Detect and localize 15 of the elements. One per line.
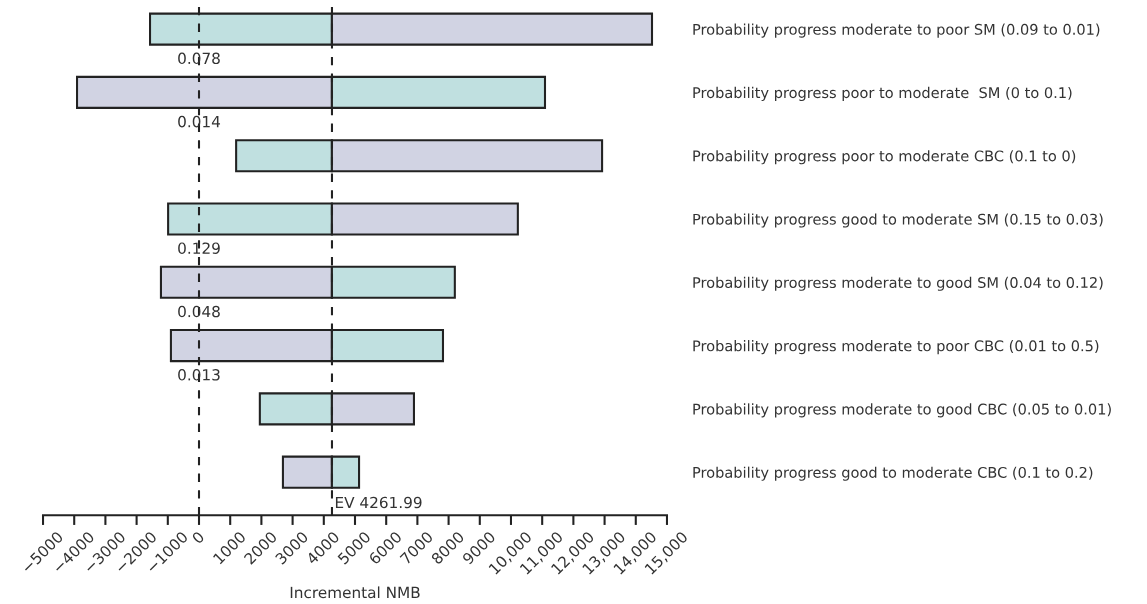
y-tick-label: Probability progress moderate to good CBC (0.05 to 0.01) [693,403,1111,418]
annotation: 0.014 [178,115,221,128]
x-axis-title: Incremental NMB [290,586,420,599]
y-tick-label: Probability progress poor to moderate CBC (0.1 to 0) [693,150,1076,165]
y-tick-label: Probability progress moderate to poor CBC (0.01 to 0.5) [693,340,1099,355]
annotation: 0.078 [178,52,220,65]
y-tick-label: Probability progress good to moderate CBC (0.1 to 0.2) [693,466,1093,481]
y-tick-label: Probability progress moderate to good SM (0.04 to 0.12) [693,276,1103,291]
annotation: 0.129 [178,242,220,254]
y-tick-label: Probability progress moderate to poor SM (0.09 to 0.01) [693,23,1100,38]
y-tick-label: Probability progress poor to moderate SM (0 to 0.1) [693,86,1072,101]
annotation: 0.013 [178,369,220,381]
ref-line-label: EV 4261.99 [335,496,422,509]
y-tick-label: Probability progress good to moderate SM (0.15 to 0.03) [693,213,1103,228]
x-tick-label: 0 [191,530,205,545]
